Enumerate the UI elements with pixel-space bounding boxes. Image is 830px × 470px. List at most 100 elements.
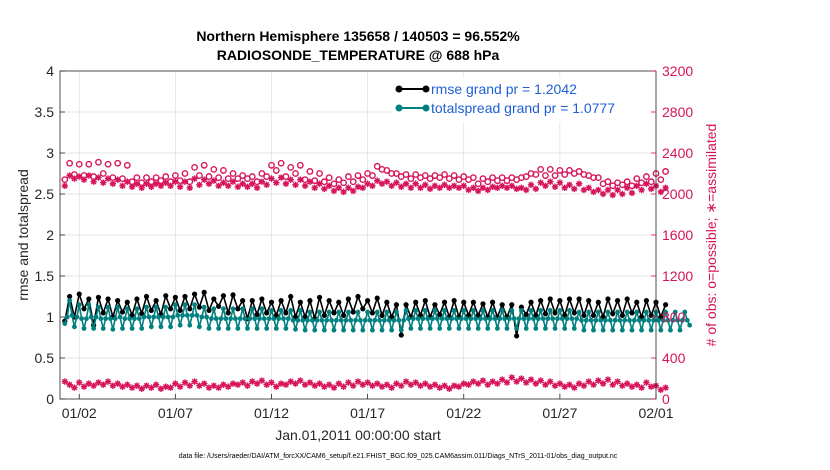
obs-assimilated-point bbox=[532, 185, 540, 193]
totalspread-point bbox=[312, 327, 318, 333]
obs-assimilated-low-point bbox=[455, 383, 463, 390]
totalspread-point bbox=[672, 309, 678, 315]
obs-possible-point bbox=[224, 175, 232, 183]
rmse-point bbox=[148, 307, 154, 314]
rmse-point bbox=[586, 298, 592, 304]
obs-assimilated-point bbox=[66, 172, 73, 179]
obs-possible-point bbox=[537, 165, 545, 173]
obs-assimilated-low-point bbox=[393, 380, 400, 387]
obs-assimilated-low-point bbox=[484, 381, 491, 388]
obs-possible-point bbox=[642, 173, 650, 180]
obs-assimilated-low-point bbox=[205, 384, 213, 391]
obs-assimilated-point bbox=[239, 180, 246, 187]
obs-assimilated-low-point bbox=[186, 382, 193, 389]
obs-possible-point bbox=[604, 178, 612, 186]
obs-possible-point bbox=[205, 173, 213, 180]
totalspread-point bbox=[562, 326, 568, 331]
obs-possible-point bbox=[618, 181, 626, 189]
obs-possible-point bbox=[522, 173, 530, 180]
obs-possible-point bbox=[349, 178, 357, 186]
obs-possible-point bbox=[234, 175, 242, 183]
totalspread-point bbox=[62, 321, 68, 326]
obs-possible-point bbox=[498, 174, 506, 182]
rmse-point bbox=[576, 296, 582, 302]
rmse-point bbox=[403, 302, 409, 308]
obs-possible-point bbox=[412, 171, 420, 178]
x-tick-label: 01/17 bbox=[350, 405, 385, 421]
obs-assimilated-low-point bbox=[104, 378, 112, 385]
rmse-point bbox=[552, 310, 558, 316]
obs-assimilated-point bbox=[325, 182, 333, 189]
totalspread-point bbox=[321, 327, 327, 333]
obs-assimilated-point bbox=[503, 184, 511, 192]
totalspread-point bbox=[684, 317, 690, 323]
obs-possible-point bbox=[609, 182, 617, 190]
obs-assimilated-point bbox=[196, 181, 203, 188]
totalspread-point bbox=[473, 316, 479, 322]
rmse-point bbox=[216, 303, 222, 309]
totalspread-point bbox=[156, 314, 161, 320]
obs-assimilated-low-point bbox=[282, 381, 290, 388]
obs-assimilated-point bbox=[455, 184, 463, 192]
totalspread-point bbox=[444, 316, 450, 322]
obs-assimilated-low-point bbox=[460, 380, 467, 387]
obs-assimilated-low-point bbox=[287, 378, 294, 385]
obs-assimilated-point bbox=[489, 183, 496, 191]
obs-assimilated-low-point bbox=[109, 382, 117, 389]
rmse-point bbox=[355, 293, 361, 300]
obs-assimilated-point bbox=[104, 175, 112, 182]
totalspread-point bbox=[588, 317, 594, 323]
totalspread-point bbox=[249, 306, 255, 312]
totalspread-point bbox=[228, 316, 234, 322]
totalspread-point bbox=[665, 317, 671, 323]
totalspread-point bbox=[317, 309, 322, 315]
obs-assimilated-point bbox=[369, 182, 376, 189]
totalspread-point bbox=[100, 326, 106, 331]
totalspread-point bbox=[660, 317, 666, 323]
chart-title: Northern Hemisphere 135658 / 140503 = 96… bbox=[196, 28, 520, 44]
obs-possible-point bbox=[450, 172, 458, 179]
totalspread-point bbox=[326, 309, 332, 315]
obs-possible-point bbox=[407, 175, 415, 183]
totalspread-point bbox=[362, 317, 368, 323]
obs-assimilated-low-point bbox=[263, 381, 270, 388]
obs-possible-point bbox=[455, 176, 463, 184]
totalspread-point bbox=[677, 327, 683, 333]
totalspread-point bbox=[583, 317, 589, 323]
obs-possible-point bbox=[623, 178, 631, 186]
obs-assimilated-low-point bbox=[412, 379, 419, 386]
y-tick-label-left: 0.5 bbox=[35, 350, 55, 366]
totalspread-point bbox=[382, 317, 387, 323]
obs-assimilated-point bbox=[484, 186, 491, 194]
totalspread-point bbox=[72, 324, 77, 330]
obs-assimilated-low-point bbox=[388, 384, 395, 391]
totalspread-point bbox=[384, 309, 390, 315]
obs-assimilated-low-point bbox=[181, 379, 189, 386]
rmse-point bbox=[422, 298, 428, 304]
obs-assimilated-point bbox=[85, 172, 93, 179]
rmse-point bbox=[81, 306, 87, 312]
totalspread-point bbox=[581, 327, 587, 333]
obs-assimilated-low-point bbox=[523, 379, 530, 386]
totalspread-point bbox=[189, 312, 195, 318]
obs-possible-point bbox=[171, 172, 179, 179]
totalspread-point bbox=[559, 316, 565, 322]
totalspread-point bbox=[259, 306, 265, 312]
obs-assimilated-point bbox=[450, 182, 458, 189]
totalspread-point bbox=[478, 316, 483, 322]
totalspread-point bbox=[247, 316, 253, 322]
obs-possible-point bbox=[445, 175, 453, 183]
totalspread-point bbox=[420, 316, 426, 322]
obs-possible-point bbox=[143, 174, 150, 182]
obs-assimilated-low-point bbox=[234, 381, 242, 388]
totalspread-point bbox=[456, 326, 462, 331]
obs-possible-point bbox=[316, 170, 323, 177]
obs-possible-point bbox=[566, 167, 573, 174]
obs-possible-point bbox=[75, 160, 83, 168]
obs-assimilated-point bbox=[258, 178, 266, 185]
obs-assimilated-low-point bbox=[133, 382, 141, 389]
totalspread-point bbox=[237, 316, 243, 322]
totalspread-point bbox=[543, 326, 548, 331]
y-tick-label-right: 2400 bbox=[662, 145, 693, 161]
